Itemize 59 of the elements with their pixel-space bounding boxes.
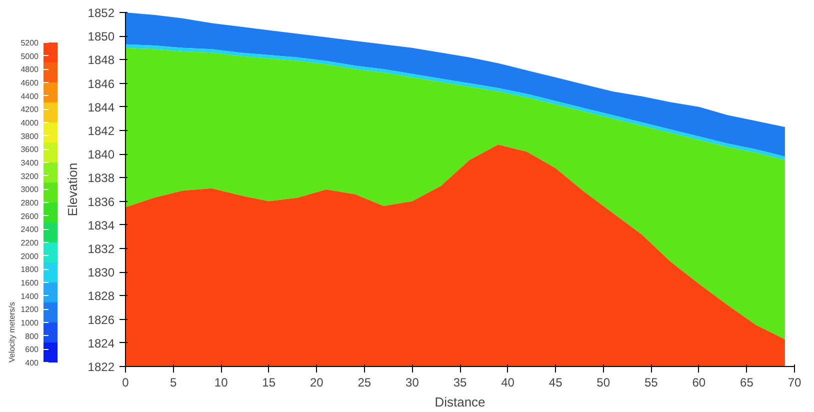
x-tick-label: 30	[406, 376, 420, 390]
color-bar-label: 3200	[20, 172, 40, 181]
color-bar-label: 1800	[20, 265, 40, 274]
y-tick-label: 1840	[88, 148, 115, 162]
color-bar-label: 4000	[20, 118, 40, 128]
x-tick-label: 15	[262, 376, 276, 390]
color-bar-label: 4800	[20, 65, 40, 74]
y-axis-title: Elevation	[64, 162, 80, 216]
color-bar-label: 1400	[20, 292, 40, 301]
color-bar-label: 2400	[20, 225, 40, 234]
x-tick-label: 40	[501, 376, 515, 390]
color-bar-label: 3600	[20, 145, 40, 154]
x-tick-label: 5	[170, 376, 177, 390]
y-tick-label: 1850	[88, 30, 115, 44]
y-tick-label: 1830	[88, 266, 115, 280]
color-bar-label: 3800	[20, 132, 40, 141]
y-tick-label: 1832	[88, 242, 115, 256]
color-bar-label: 4400	[20, 92, 40, 101]
y-tick-label: 1846	[88, 76, 115, 91]
color-bar-label: 3000	[20, 185, 40, 194]
color-bar-title: Velocity meters/s	[8, 302, 16, 362]
color-bar-label: 1600	[20, 278, 40, 288]
color-bar-label: 5000	[20, 52, 40, 61]
x-tick-label: 0	[122, 376, 130, 390]
x-tick-label: 55	[644, 376, 658, 390]
color-bar-label: 400	[25, 358, 40, 368]
color-bar-label: 4200	[20, 105, 40, 114]
color-bar-label: 2600	[20, 212, 40, 221]
y-tick-label: 1852	[88, 6, 115, 20]
color-bar-label: 4600	[20, 78, 40, 88]
x-tick-label: 25	[358, 376, 372, 390]
color-bar-label: 600	[25, 345, 40, 354]
y-tick-label: 1838	[88, 171, 115, 186]
y-tick-label: 1842	[88, 124, 115, 138]
x-axis-title: Distance	[434, 394, 486, 410]
y-tick-label: 1834	[88, 218, 115, 232]
y-tick-label: 1844	[88, 100, 115, 114]
x-tick-label: 10	[214, 376, 228, 390]
color-bar-label: 5200	[20, 38, 40, 48]
x-tick-label: 60	[692, 376, 706, 390]
color-bar-label: 800	[25, 332, 40, 341]
y-tick-label: 1826	[88, 312, 115, 327]
color-bar-label: 2800	[20, 198, 40, 208]
color-bar-label: 2000	[20, 252, 40, 261]
x-tick-label: 45	[548, 376, 563, 390]
x-tick-label: 20	[310, 376, 324, 390]
color-bar-label: 1000	[20, 318, 40, 328]
color-bar-label: 2200	[20, 238, 40, 248]
y-tick-label: 1848	[88, 53, 115, 68]
x-tick-label: 65	[740, 376, 754, 390]
y-tick-label: 1828	[88, 289, 115, 304]
x-tick-label: 50	[596, 376, 610, 390]
y-tick-label: 1822	[88, 360, 115, 374]
color-bar-label: 1200	[20, 305, 40, 314]
x-tick-label: 35	[453, 376, 467, 390]
x-tick-label: 70	[788, 376, 802, 390]
y-tick-label: 1824	[88, 336, 115, 350]
y-tick-label: 1836	[88, 194, 115, 209]
color-bar-label: 3400	[20, 158, 40, 168]
